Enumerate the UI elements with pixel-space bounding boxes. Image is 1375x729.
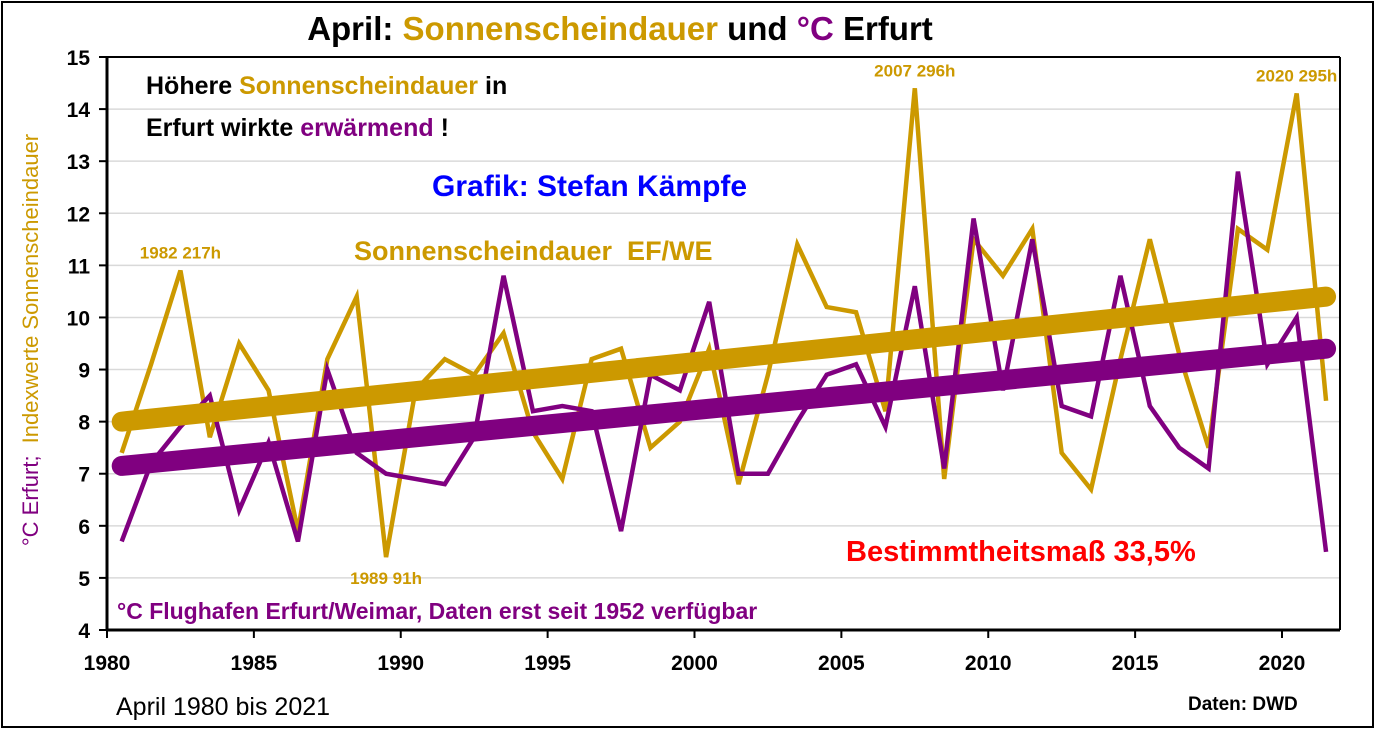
y-tick-label: 7 [78,464,90,487]
y-tick-label: 8 [78,412,90,435]
y-axis-label-sun: Indexwerte Sonnenscheindauer [18,134,43,443]
y-tick-label: 12 [67,203,90,226]
title-part-degc: °C [796,10,834,47]
note-line-2: Erfurt wirkte erwärmend ! [146,114,449,143]
station-note: °C Flughafen Erfurt/Weimar, Daten erst s… [117,598,758,624]
r-squared-label: Bestimmtheitsmaß 33,5% [846,536,1196,568]
author-credit: Grafik: Stefan Kämpfe [432,170,748,203]
y-tick-label: 14 [67,99,91,122]
note-line2-b: erwärmend [300,114,434,142]
x-tick-label: 1995 [524,652,571,675]
y-axis-label-temp: °C Erfurt; [18,455,43,546]
title-part-sun: Sonnenscheindauer [402,10,718,47]
x-tick-label: 1990 [377,652,424,675]
annotations: 1982 217h 1989 91h 2007 296h 2020 295h [140,61,1338,588]
note-line2-c: ! [440,114,449,142]
axes: 4 5 6 7 8 9 10 11 12 13 14 15 1980 1985 1990 1995 2000 20… [67,47,1341,675]
y-axis-label: °C Erfurt; Indexwerte Sonnenscheindauer [18,134,43,546]
x-tick-label: 2015 [1112,652,1159,675]
y-tick-label: 5 [78,568,90,591]
peak-annotation: 1989 91h [350,569,422,588]
note-line1-c: in [485,72,508,100]
y-tick-label: 10 [67,307,90,330]
chart-title: April: Sonnenscheindauer und °C Erfurt [0,10,1240,48]
x-tick-label: 1985 [231,652,278,675]
x-tick-label: 2000 [671,652,718,675]
note-line1-b: Sonnenscheindauer [239,72,479,100]
peak-annotation: 1982 217h [140,244,221,263]
peak-annotation: 2007 296h [874,61,955,80]
x-tick-label: 2010 [965,652,1012,675]
peak-annotation: 2020 295h [1256,66,1337,85]
note-line2-a: Erfurt wirkte [146,114,294,142]
y-tick-label: 6 [78,516,90,539]
series-label-sun: Sonnenscheindauer EF/WE [354,236,713,266]
x-tick-label: 2020 [1259,652,1306,675]
trend-line-sunshine [111,286,1337,432]
x-tick-label: 1980 [84,652,131,675]
title-part-und: und [727,10,788,47]
trend-lines [111,286,1337,476]
y-tick-label: 13 [67,151,90,174]
y-tick-label: 15 [67,47,91,70]
x-tick-label: 2005 [818,652,865,675]
title-part-erfurt: Erfurt [842,10,933,47]
title-part-april: April: [307,10,394,47]
source-label: Daten: DWD [1188,694,1298,715]
trend-line-temperature [111,338,1337,476]
note-line-1: Höhere Sonnenscheindauer in [146,72,507,101]
period-label: April 1980 bis 2021 [116,693,331,721]
note-line1-a: Höhere [146,72,233,100]
y-tick-label: 4 [78,620,90,643]
y-tick-label: 9 [78,360,90,383]
y-tick-label: 11 [68,255,91,278]
